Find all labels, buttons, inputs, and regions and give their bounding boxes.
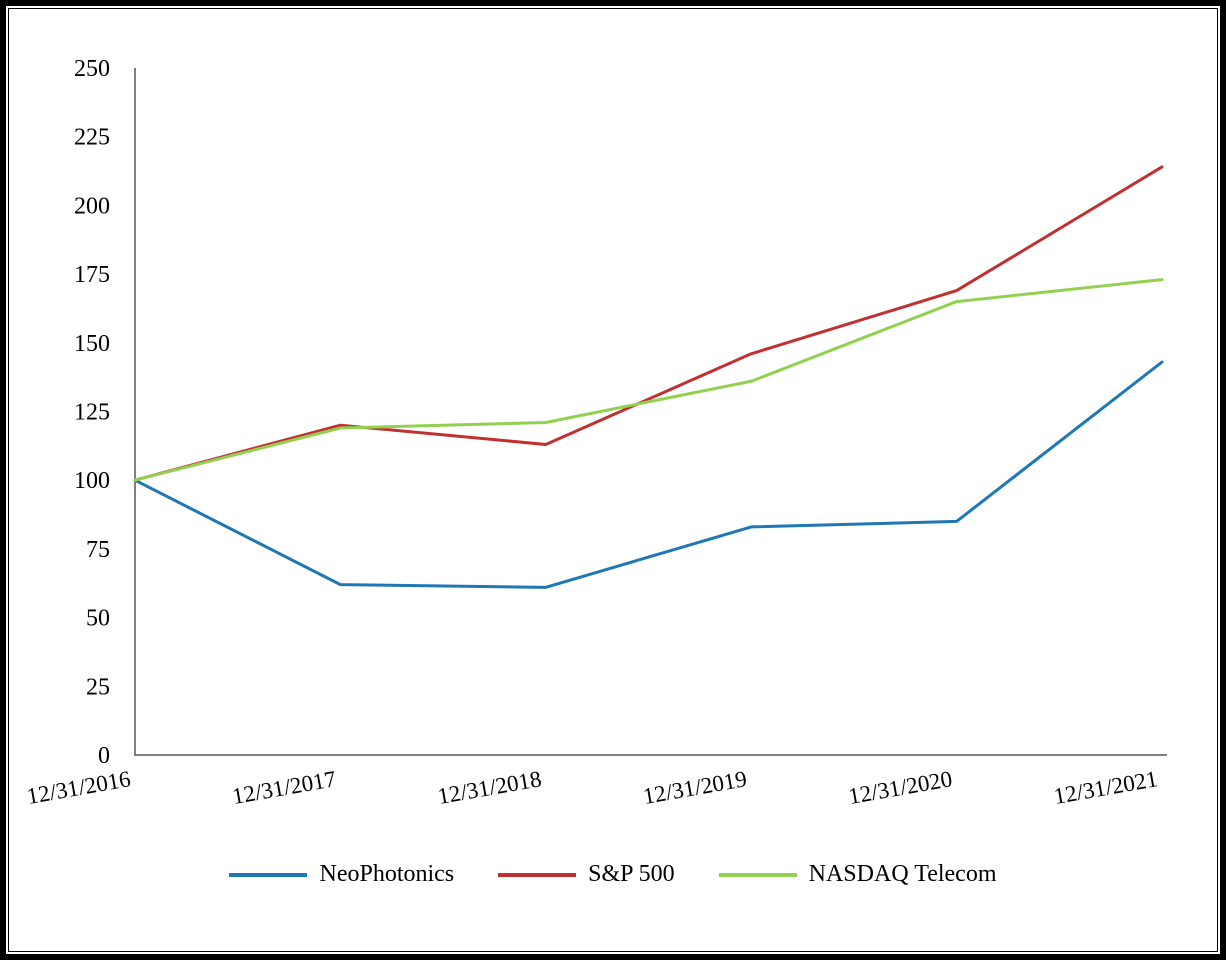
legend-item-nasdaq-telecom: NASDAQ Telecom (718, 861, 997, 888)
svg-text:150: 150 (74, 331, 110, 357)
legend-item-sp500: S&P 500 (498, 861, 675, 888)
stock-performance-chart: 0 25 50 75 100 125 150 175 200 225 250 12/31/2016 12… (9, 9, 1217, 951)
chart-border-inner-line: 0 25 50 75 100 125 150 175 200 225 250 12/31/2016 12… (8, 8, 1218, 952)
svg-text:12/31/2020: 12/31/2020 (847, 766, 955, 809)
svg-text:100: 100 (74, 468, 110, 494)
neophotonics-line-icon (229, 872, 308, 877)
legend-item-neophotonics: NeoPhotonics (229, 861, 454, 888)
svg-text:125: 125 (74, 400, 110, 426)
svg-text:225: 225 (74, 125, 110, 151)
svg-text:25: 25 (86, 674, 110, 700)
svg-text:75: 75 (86, 537, 110, 563)
legend-label-neophotonics: NeoPhotonics (319, 861, 455, 887)
line-chart-canvas: 0 25 50 75 100 125 150 175 200 225 250 12/31/2016 12… (25, 56, 1167, 809)
svg-text:250: 250 (74, 56, 110, 82)
sp500-line-icon (498, 872, 577, 877)
svg-text:175: 175 (74, 262, 110, 288)
svg-text:12/31/2018: 12/31/2018 (436, 766, 544, 809)
legend-label-nasdaq-telecom: NASDAQ Telecom (808, 861, 997, 887)
svg-text:50: 50 (86, 606, 110, 632)
chart-legend: NeoPhotonics S&P 500 NASDAQ Telecom (9, 861, 1217, 888)
svg-text:12/31/2021: 12/31/2021 (1052, 766, 1160, 809)
svg-text:12/31/2019: 12/31/2019 (641, 766, 749, 809)
nasdaq-telecom-line-icon (718, 872, 797, 877)
svg-text:0: 0 (98, 743, 110, 769)
svg-text:12/31/2017: 12/31/2017 (230, 766, 338, 809)
svg-text:12/31/2016: 12/31/2016 (25, 766, 133, 809)
svg-text:200: 200 (74, 193, 110, 219)
legend-label-sp500: S&P 500 (588, 861, 675, 887)
